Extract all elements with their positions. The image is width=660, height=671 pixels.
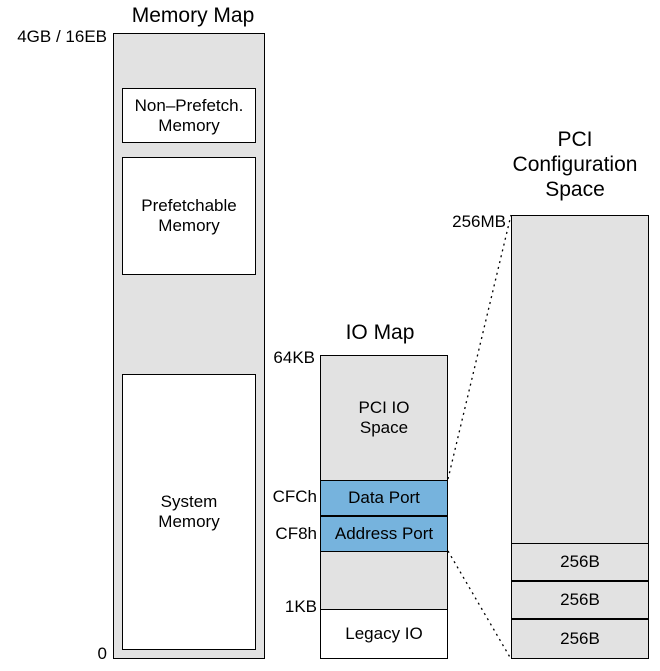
io-map-label: CFCh [270, 487, 317, 507]
system-memory-region-text: System [161, 492, 218, 512]
pci-config-title: PCIConfigurationSpace [495, 127, 655, 203]
pci-cfg-slot-bot: 256B [512, 619, 648, 659]
io-gap-region [329, 552, 439, 609]
system-memory-region: SystemMemory [122, 374, 256, 650]
memory-map-title-line: Memory Map [113, 3, 273, 28]
pci-cfg-slot-mid: 256B [512, 581, 648, 619]
prefetch-region-text: Memory [158, 216, 219, 236]
io-map-title: IO Map [310, 320, 450, 345]
pci-cfg-slot-top-text: 256B [560, 552, 600, 572]
memory-map-label: 0 [85, 644, 107, 664]
address-port-region-text: Address Port [335, 524, 433, 544]
pci-config-column: 256B 256B 256B [511, 215, 649, 659]
ioport-to-pcicfg-bottom [448, 551, 511, 659]
pci-cfg-slot-mid-text: 256B [560, 590, 600, 610]
io-map-label: CF8h [272, 524, 317, 544]
pci-config-title-line: PCI [495, 127, 655, 152]
io-map-label: 1KB [284, 597, 317, 617]
pci-cfg-slot-bot-text: 256B [560, 629, 600, 649]
pci-config-label: 256MB [451, 212, 506, 232]
nonprefetch-region-text: Non–Prefetch. [135, 96, 244, 116]
pci-io-space-region-text: PCI IO [358, 398, 409, 418]
nonprefetch-region-text: Memory [158, 116, 219, 136]
pci-cfg-slot-top: 256B [512, 543, 648, 581]
pci-config-title-line: Configuration [495, 152, 655, 177]
data-port-region-text: Data Port [348, 488, 420, 508]
data-port-region: Data Port [321, 480, 447, 516]
pci-io-space-region: PCI IOSpace [329, 356, 439, 480]
legacy-io-region: Legacy IO [321, 609, 447, 659]
prefetch-region-text: Prefetchable [141, 196, 236, 216]
io-map-column: PCI IOSpace Data Port Address Port Legacy I… [320, 355, 448, 659]
memory-map-title: Memory Map [113, 3, 273, 28]
address-port-region: Address Port [321, 516, 447, 552]
io-map-label: 64KB [270, 348, 315, 368]
prefetch-region: PrefetchableMemory [122, 157, 256, 275]
system-memory-region-text: Memory [158, 512, 219, 532]
legacy-io-region-text: Legacy IO [345, 624, 423, 644]
pci-io-space-region-text: Space [360, 418, 408, 438]
pci-config-title-line: Space [495, 177, 655, 202]
io-map-title-line: IO Map [310, 320, 450, 345]
memory-map-label: 4GB / 16EB [15, 27, 107, 47]
ioport-to-pcicfg-top [448, 215, 511, 479]
memory-map-column: Non–Prefetch.MemoryPrefetchableMemorySys… [113, 33, 265, 659]
nonprefetch-region: Non–Prefetch.Memory [122, 88, 256, 143]
